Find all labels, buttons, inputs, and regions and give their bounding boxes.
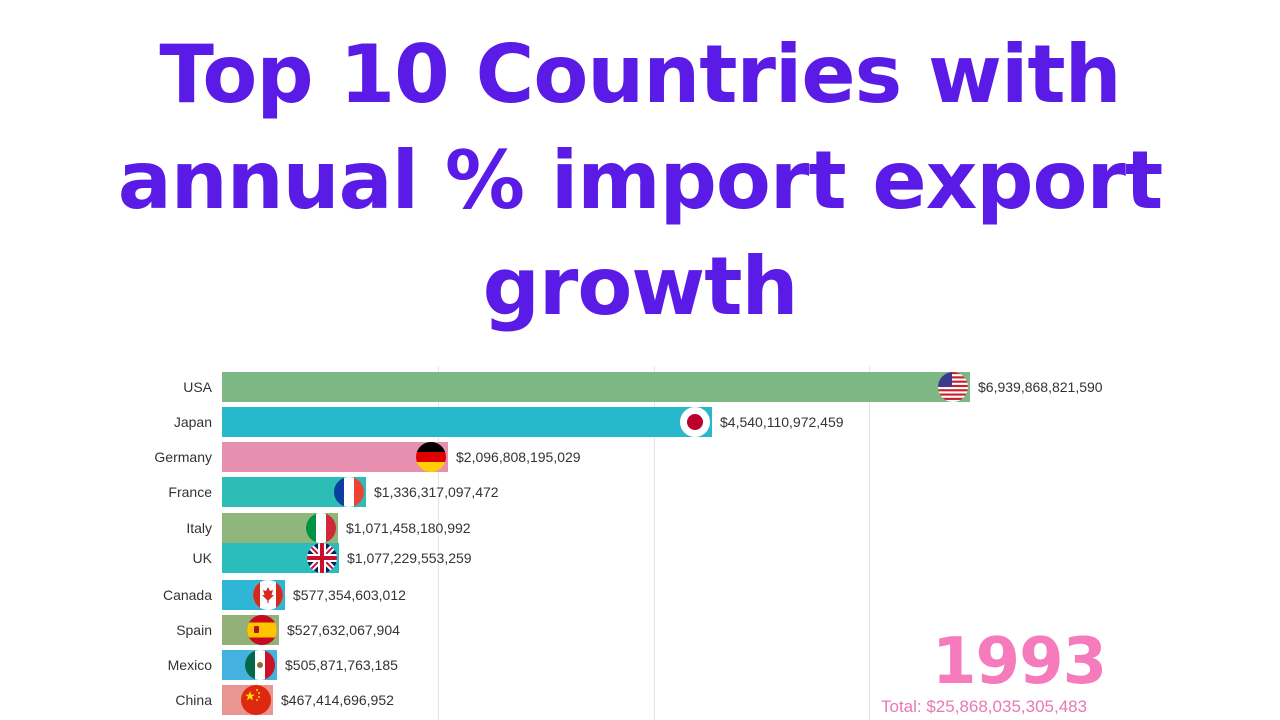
spain-flag-icon [247, 615, 277, 645]
country-label: Italy [186, 520, 212, 536]
china-flag-icon [241, 685, 271, 715]
uk-flag-icon [307, 543, 337, 573]
bar-usa [222, 372, 970, 402]
value-label: $4,540,110,972,459 [720, 414, 844, 430]
value-label: $577,354,603,012 [293, 587, 406, 603]
value-label: $467,414,696,952 [281, 692, 394, 708]
country-label: Germany [154, 449, 212, 465]
country-label: Canada [162, 587, 212, 603]
france-flag-icon [334, 477, 364, 507]
value-label: $6,939,868,821,590 [978, 379, 1103, 395]
value-label: $2,096,808,195,029 [456, 449, 581, 465]
country-label: Mexico [167, 657, 212, 673]
usa-flag-icon [938, 372, 968, 402]
country-label: Japan [173, 414, 212, 430]
value-label: $1,071,458,180,992 [346, 520, 471, 536]
canada-flag-icon [253, 580, 283, 610]
value-label: $1,077,229,553,259 [347, 550, 472, 566]
mexico-flag-icon [245, 650, 275, 680]
japan-flag-icon [680, 407, 710, 437]
title-line-1: Top 10 Countries with [159, 28, 1121, 121]
italy-flag-icon [306, 513, 336, 543]
gridline-2t [438, 366, 439, 720]
value-label: $505,871,763,185 [285, 657, 398, 673]
bar-japan [222, 407, 712, 437]
gridline-4t [654, 366, 655, 720]
bar-germany [222, 442, 448, 472]
country-label: France [168, 484, 212, 500]
title-line-2: annual % import export [117, 134, 1163, 227]
title-line-3: growth [482, 240, 799, 333]
chart-title: Top 10 Countries with annual % import ex… [0, 22, 1280, 340]
value-label: $1,336,317,097,472 [374, 484, 499, 500]
value-label: $527,632,067,904 [287, 622, 400, 638]
country-label: China [175, 692, 212, 708]
germany-flag-icon [416, 442, 446, 472]
country-label: USA [183, 379, 212, 395]
country-label: UK [192, 550, 212, 566]
country-label: Spain [176, 622, 212, 638]
gridline-6t [869, 366, 870, 720]
year-label: 1993 [932, 625, 1107, 699]
total-label: Total: $25,868,035,305,483 [881, 697, 1088, 716]
